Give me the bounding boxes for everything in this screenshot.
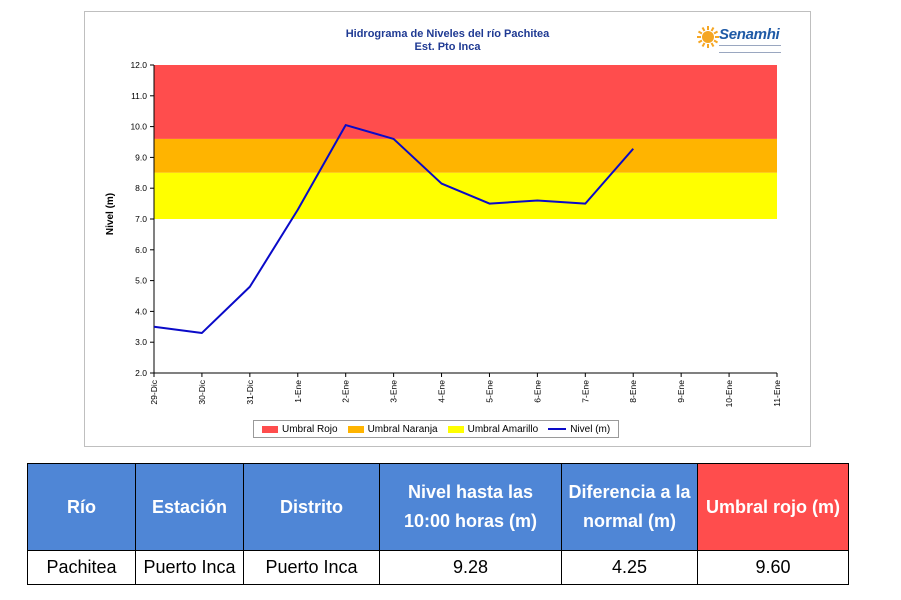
x-tick-label-0: 29-Dic bbox=[149, 379, 159, 404]
table-header-cell-4: Diferencia a la normal (m) bbox=[561, 463, 698, 551]
table-header-cell-2: Distrito bbox=[243, 463, 380, 551]
y-tick-label-5: 7.0 bbox=[135, 214, 147, 224]
y-tick-label-8: 10.0 bbox=[130, 122, 147, 132]
y-tick-label-0: 2.0 bbox=[135, 368, 147, 378]
legend-swatch bbox=[447, 425, 464, 433]
y-tick-label-1: 3.0 bbox=[135, 337, 147, 347]
table-cell-3: 9.28 bbox=[379, 550, 562, 585]
table-cell-2: Puerto Inca bbox=[243, 550, 380, 585]
legend-item-series-0: Nivel (m) bbox=[548, 424, 610, 435]
x-tick-label-3: 1-Ene bbox=[293, 380, 303, 403]
senamhi-logo: Senamhi bbox=[697, 22, 787, 56]
legend-line-swatch bbox=[548, 428, 567, 430]
sun-ray-5 bbox=[697, 39, 703, 44]
sun-ray-10 bbox=[710, 26, 715, 32]
sun-ray-8 bbox=[701, 26, 706, 32]
table-row: Pachitea Puerto Inca Puerto Inca 9.28 4.25 9.… bbox=[27, 550, 849, 585]
legend-swatch bbox=[347, 425, 364, 433]
threshold-band-1 bbox=[154, 138, 777, 173]
y-tick-label-6: 8.0 bbox=[135, 183, 147, 193]
logo-tagline bbox=[719, 45, 781, 53]
table-cell-1: Puerto Inca bbox=[135, 550, 244, 585]
x-tick-label-10: 8-Ene bbox=[628, 380, 638, 403]
y-tick-label-7: 9.0 bbox=[135, 152, 147, 162]
sun-icon bbox=[697, 26, 719, 48]
sun-ray-4 bbox=[701, 42, 706, 48]
sun-ray-11 bbox=[713, 30, 719, 35]
y-tick-label-3: 5.0 bbox=[135, 276, 147, 286]
legend-item-band-0: Umbral Rojo bbox=[262, 424, 338, 435]
chart-legend: Umbral Rojo Umbral Naranja Umbral Amarillo… bbox=[253, 420, 620, 438]
x-tick-label-6: 4-Ene bbox=[437, 380, 447, 403]
x-tick-label-9: 7-Ene bbox=[580, 380, 590, 403]
chart-subtitle: Est. Pto Inca bbox=[414, 41, 481, 53]
x-tick-label-2: 31-Dic bbox=[245, 379, 255, 404]
x-tick-label-1: 30-Dic bbox=[197, 379, 207, 404]
table-header-cell-1: Estación bbox=[135, 463, 244, 551]
legend-label: Umbral Naranja bbox=[367, 423, 438, 435]
y-tick-label-10: 12.0 bbox=[130, 60, 147, 70]
sun-ray-7 bbox=[697, 30, 703, 35]
data-table: Río Estación Distrito Nivel hasta las 10:00… bbox=[27, 463, 849, 585]
table-cell-4: 4.25 bbox=[561, 550, 698, 585]
sun-core bbox=[702, 31, 714, 43]
logo-text: Senamhi bbox=[719, 26, 780, 43]
table-header-cell-0: Río bbox=[27, 463, 136, 551]
table-header-cell-3: Nivel hasta las 10:00 horas (m) bbox=[379, 463, 562, 551]
x-tick-label-13: 11-Ene bbox=[772, 380, 782, 407]
table-header-row: Río Estación Distrito Nivel hasta las 10:00… bbox=[27, 463, 849, 551]
x-tick-label-4: 2-Ene bbox=[341, 380, 351, 403]
y-axis-label: Nivel (m) bbox=[105, 193, 116, 235]
table-header-cell-5: Umbral rojo (m) bbox=[697, 463, 849, 551]
x-tick-label-11: 9-Ene bbox=[676, 380, 686, 403]
legend-swatch bbox=[262, 425, 278, 433]
chart-title: Hidrograma de Niveles del río Pachitea bbox=[345, 28, 550, 40]
legend-item-band-1: Umbral Naranja bbox=[347, 423, 438, 435]
table-cell-0: Pachitea bbox=[27, 550, 136, 585]
legend-label: Umbral Rojo bbox=[282, 423, 338, 435]
y-tick-label-2: 4.0 bbox=[135, 306, 147, 316]
legend-label: Nivel (m) bbox=[570, 423, 611, 435]
x-tick-label-7: 5-Ene bbox=[484, 380, 494, 403]
y-tick-label-4: 6.0 bbox=[135, 245, 147, 255]
table-cell-5: 9.60 bbox=[697, 550, 849, 585]
sun-ray-1 bbox=[713, 39, 719, 44]
chart-panel: Hidrograma de Niveles del río Pachitea E… bbox=[84, 11, 811, 447]
threshold-band-2 bbox=[154, 172, 777, 219]
chart-svg: 2.0 3.0 4.0 5.0 6.0 7.0 8.0 9.0 10.0 11.0 12.0 29-D… bbox=[105, 60, 782, 408]
threshold-band-0 bbox=[154, 65, 777, 139]
x-tick-label-8: 6-Ene bbox=[532, 380, 542, 403]
x-tick-label-5: 3-Ene bbox=[389, 380, 399, 403]
y-tick-label-9: 11.0 bbox=[131, 91, 147, 101]
x-tick-label-12: 10-Ene bbox=[724, 380, 734, 408]
sun-ray-2 bbox=[710, 42, 715, 48]
legend-item-band-2: Umbral Amarillo bbox=[447, 423, 539, 435]
legend-label: Umbral Amarillo bbox=[467, 423, 539, 435]
